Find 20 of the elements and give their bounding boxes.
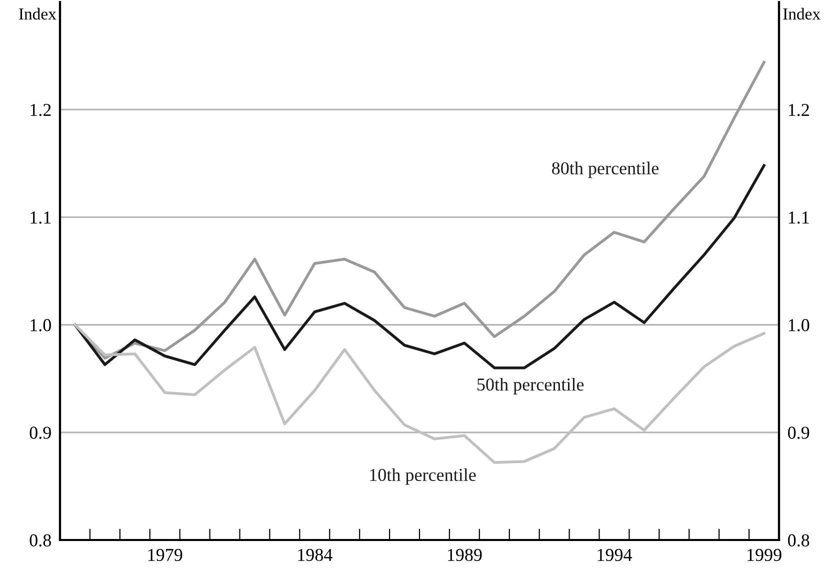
y-tick-label: 1.1 [30, 212, 51, 224]
x-tick-label: 1994 [598, 548, 632, 562]
y2-tick-label: 1.0 [788, 319, 810, 332]
x-tick-label: 1984 [298, 548, 332, 562]
y2-tick-label: 1.1 [788, 212, 809, 224]
series-label: 80th percentile [552, 162, 659, 178]
y-tick-label: 0.9 [30, 426, 51, 439]
x-tick-label: 1989 [448, 548, 482, 562]
y-tick-label: 1.0 [30, 319, 51, 332]
y2-tick-label: 1.2 [788, 104, 809, 116]
y-tick-label: 1.2 [30, 104, 51, 116]
y2-tick-label: 0.8 [788, 534, 810, 547]
x-tick-label: 1979 [148, 548, 182, 562]
y-axis-title: Index [19, 8, 56, 20]
series-label: 50th percentile [478, 378, 584, 394]
y2-tick-label: 0.9 [788, 426, 810, 439]
x-tick-label: 1999 [748, 548, 782, 562]
series-label: 10th percentile [370, 468, 476, 485]
y-tick-label: 0.8 [30, 534, 51, 547]
y2-axis-title: Index [783, 8, 820, 20]
